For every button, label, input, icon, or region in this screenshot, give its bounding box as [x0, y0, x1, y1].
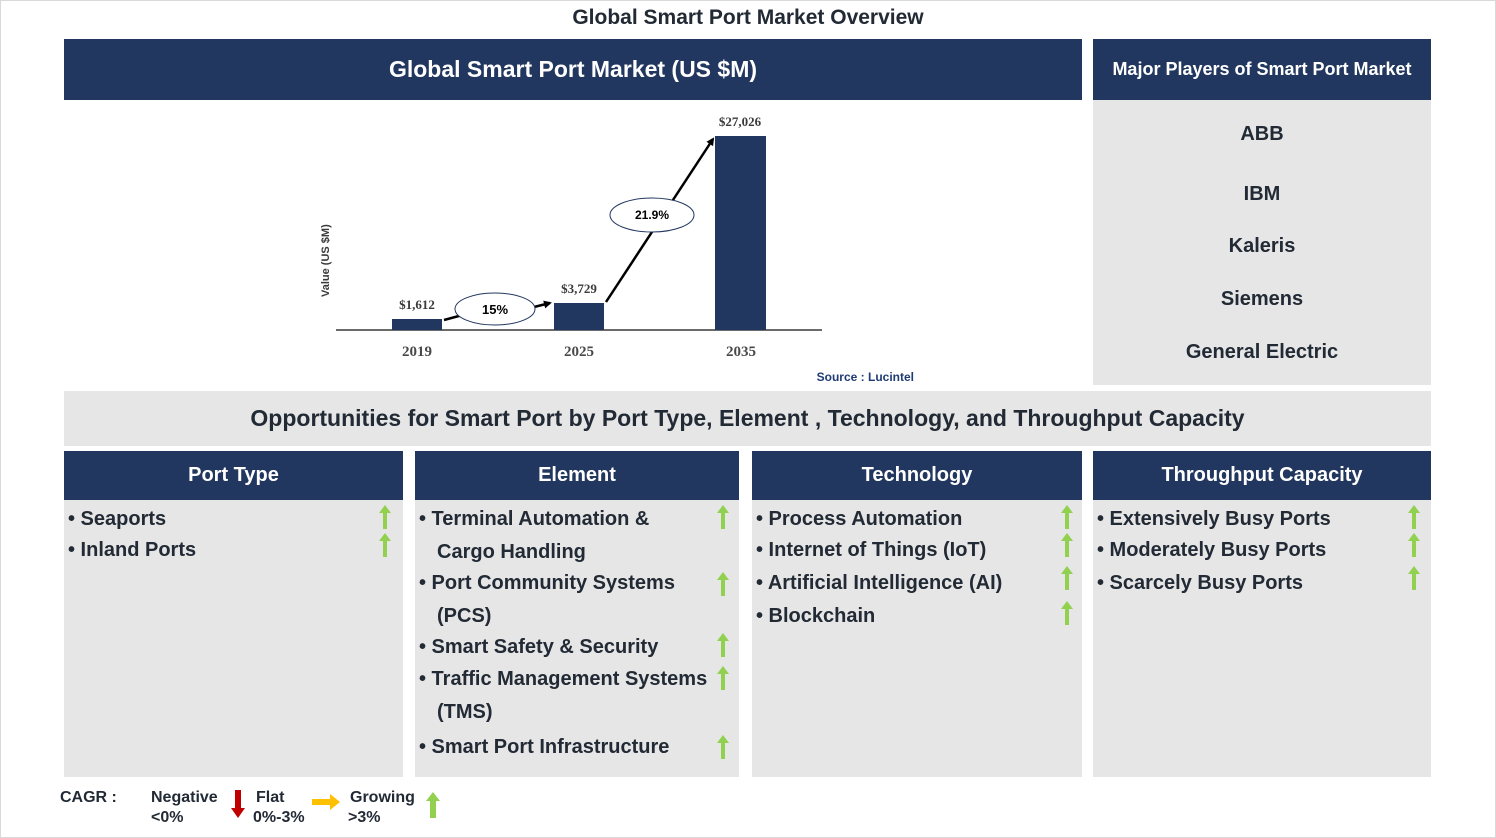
list-item-line: • Port Community Systems	[419, 572, 675, 594]
up-arrow-icon	[426, 792, 440, 818]
growing-up-arrow-icon	[1061, 505, 1073, 529]
list-item-line: • Traffic Management Systems	[419, 668, 708, 690]
market-bar-chart: Value (US $M) $1,612 $3,729 $27,026 2019…	[320, 114, 914, 384]
list-item-line: • Terminal Automation &	[419, 508, 650, 530]
major-players-panel: ABB IBM Kaleris Siemens General Electric	[1093, 100, 1431, 385]
player-item: General Electric	[1185, 341, 1339, 363]
legend-label: CAGR :	[60, 789, 117, 806]
player-item: Kaleris	[1228, 235, 1296, 257]
growing-up-arrow-icon	[1408, 505, 1420, 529]
column-header-throughput-capacity: Throughput Capacity	[1093, 451, 1431, 500]
list-item: • Traffic Management Systems (TMS)	[419, 667, 707, 724]
growing-up-arrow-icon	[717, 666, 729, 690]
column-header-technology: Technology	[752, 451, 1082, 500]
y-axis-label: Value (US $M)	[320, 224, 332, 297]
list-item: • Terminal Automation & Cargo Handling	[419, 507, 649, 564]
list-item: • Port Community Systems (PCS)	[419, 571, 675, 628]
list-item-line: • Smart Safety & Security	[419, 636, 659, 658]
x-tick-2035: 2035	[726, 344, 756, 360]
list-item: • Moderately Busy Ports	[1097, 539, 1327, 561]
x-tick-2025: 2025	[564, 344, 594, 360]
list-item: • Scarcely Busy Ports	[1097, 572, 1303, 594]
column-body-element: • Terminal Automation & Cargo Handling •…	[415, 500, 739, 777]
major-players-header: Major Players of Smart Port Market	[1093, 39, 1431, 100]
column-header-element: Element	[415, 451, 739, 500]
cagr-ellipse-1	[454, 292, 536, 326]
value-label-2035: $27,026	[719, 114, 762, 129]
bar-2019	[392, 319, 442, 330]
player-item: ABB	[1240, 123, 1284, 145]
list-item: • Inland Ports	[68, 539, 197, 561]
cagr-legend: CAGR : Negative <0% Flat 0%-3% Growing >…	[60, 786, 480, 830]
player-item: IBM	[1243, 183, 1281, 205]
list-item: • Process Automation	[756, 508, 963, 530]
column-body-throughput-capacity: • Extensively Busy Ports • Moderately Bu…	[1093, 500, 1431, 777]
growing-up-arrow-icon	[1061, 601, 1073, 625]
legend-negative-name: Negative	[151, 789, 218, 806]
column-body-technology: • Process Automation • Internet of Thing…	[752, 500, 1082, 777]
growing-up-arrow-icon	[1061, 566, 1073, 590]
bar-2025	[554, 303, 604, 330]
legend-flat-name: Flat	[256, 789, 285, 806]
list-item-line: • Smart Port Infrastructure	[419, 736, 670, 758]
growing-up-arrow-icon	[1061, 533, 1073, 557]
cagr-label-1: 15%	[482, 302, 508, 317]
legend-growing-range: >3%	[348, 809, 381, 826]
value-label-2019: $1,612	[399, 297, 435, 312]
list-item: • Smart Safety & Security	[419, 635, 658, 659]
column-header-port-type: Port Type	[64, 451, 403, 500]
player-item: Siemens	[1220, 288, 1304, 310]
list-item: • Artificial Intelligence (AI)	[756, 572, 1003, 594]
list-item: • Smart Port Infrastructure	[419, 735, 669, 759]
value-label-2025: $3,729	[561, 281, 597, 296]
opportunities-title: Opportunities for Smart Port by Port Typ…	[64, 391, 1431, 446]
x-tick-2019: 2019	[402, 344, 432, 360]
market-chart-header: Global Smart Port Market (US $M)	[64, 39, 1082, 100]
list-item: • Extensively Busy Ports	[1097, 508, 1331, 530]
growing-up-arrow-icon	[379, 505, 391, 529]
list-item: • Blockchain	[756, 605, 876, 627]
right-arrow-icon	[312, 794, 340, 810]
growing-up-arrow-icon	[717, 633, 729, 657]
column-body-port-type: • Seaports • Inland Ports	[64, 500, 403, 777]
growing-up-arrow-icon	[1408, 566, 1420, 590]
growing-up-arrow-icon	[717, 505, 729, 529]
down-arrow-icon	[231, 790, 245, 818]
page-title: Global Smart Port Market Overview	[572, 6, 924, 29]
list-item: • Internet of Things (IoT)	[756, 539, 987, 561]
source-note: Source : Lucintel	[817, 370, 914, 384]
growing-up-arrow-icon	[379, 533, 391, 557]
list-item-line: (TMS)	[437, 701, 493, 723]
growing-up-arrow-icon	[717, 735, 729, 759]
cagr-ellipse-2	[609, 197, 695, 233]
growing-up-arrow-icon	[717, 572, 729, 596]
growing-up-arrow-icon	[1408, 533, 1420, 557]
list-item-line: (PCS)	[437, 605, 492, 627]
list-item: • Seaports	[68, 508, 167, 530]
cagr-label-2: 21.9%	[635, 208, 669, 222]
legend-flat-range: 0%-3%	[253, 809, 305, 826]
bar-2035	[715, 136, 766, 330]
legend-growing-name: Growing	[350, 789, 415, 806]
list-item-line: Cargo Handling	[437, 541, 586, 563]
legend-negative-range: <0%	[151, 809, 184, 826]
